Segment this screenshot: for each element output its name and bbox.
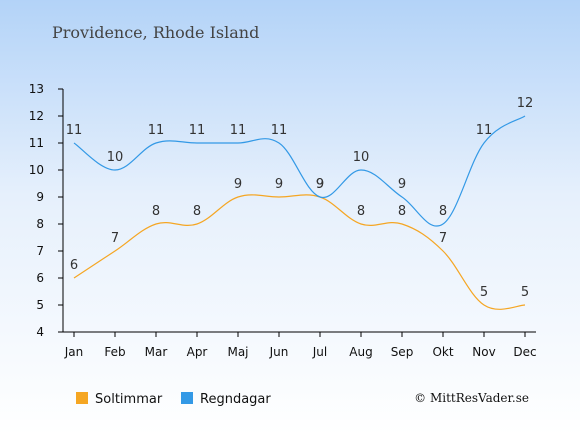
data-label-regndagar: 9 (398, 177, 406, 192)
x-tick-label: Aug (349, 345, 372, 359)
data-label-regndagar: 8 (439, 204, 447, 219)
data-label-soltimmar: 8 (193, 204, 201, 219)
y-tick-label: 7 (36, 244, 44, 258)
data-label-regndagar: 11 (271, 123, 288, 138)
data-label-regndagar: 12 (517, 96, 534, 111)
x-tick-label: Okt (432, 345, 453, 359)
y-tick-labels: 4 5 6 7 8 9 10 11 12 13 (29, 82, 63, 339)
data-label-soltimmar: 5 (480, 285, 488, 300)
axes (62, 89, 536, 333)
x-tick-label: Jan (64, 345, 84, 359)
series-line-soltimmar (73, 194, 526, 310)
x-tick-label: Maj (227, 345, 248, 359)
x-tick-label: Dec (513, 345, 536, 359)
y-tick-label: 13 (29, 82, 44, 96)
data-label-regndagar: 10 (353, 150, 370, 165)
x-tick-label: Feb (104, 345, 125, 359)
data-label-regndagar: 11 (189, 123, 206, 138)
y-tick-label: 5 (36, 298, 44, 312)
y-tick-label: 10 (29, 163, 44, 177)
legend-label-soltimmar: Soltimmar (95, 392, 163, 407)
y-tick-label: 12 (29, 109, 44, 123)
x-tick-label: Jun (269, 345, 289, 359)
data-label-regndagar: 11 (476, 123, 493, 138)
data-label-soltimmar: 9 (275, 177, 283, 192)
data-label-soltimmar: 6 (70, 258, 78, 273)
series-lines (73, 115, 526, 310)
data-label-regndagar: 10 (107, 150, 124, 165)
data-label-soltimmar: 7 (111, 231, 119, 246)
y-tick-label: 11 (29, 136, 44, 150)
y-tick-label: 6 (36, 271, 44, 285)
chart-title: Providence, Rhode Island (52, 23, 259, 42)
x-tick-label: Apr (187, 345, 208, 359)
data-label-soltimmar: 5 (521, 285, 529, 300)
data-label-soltimmar: 8 (398, 204, 406, 219)
copyright: © MittResVader.se (414, 391, 529, 405)
legend-label-regndagar: Regndagar (200, 392, 271, 407)
x-tick-label: Mar (145, 345, 168, 359)
data-label-regndagar: 11 (230, 123, 247, 138)
data-label-soltimmar: 8 (152, 204, 160, 219)
data-label-soltimmar: 7 (439, 231, 447, 246)
y-tick-label: 9 (36, 190, 44, 204)
data-label-regndagar: 9 (316, 177, 324, 192)
legend-swatch-soltimmar (76, 392, 88, 404)
data-label-soltimmar: 8 (357, 204, 365, 219)
data-label-regndagar: 11 (66, 123, 83, 138)
x-tick-label: Nov (472, 345, 495, 359)
y-tick-label: 8 (36, 217, 44, 231)
data-label-soltimmar: 9 (316, 177, 324, 192)
series-line-regndagar (73, 115, 526, 227)
data-label-regndagar: 11 (148, 123, 165, 138)
legend: Soltimmar Regndagar (76, 392, 271, 407)
legend-swatch-regndagar (181, 392, 193, 404)
x-tick-labels: Jan Feb Mar Apr Maj Jun Jul Aug Sep Okt Nov Dec (64, 332, 537, 359)
data-label-soltimmar: 9 (234, 177, 242, 192)
x-tick-label: Sep (391, 345, 414, 359)
y-tick-label: 4 (36, 325, 44, 339)
x-tick-label: Jul (312, 345, 327, 359)
